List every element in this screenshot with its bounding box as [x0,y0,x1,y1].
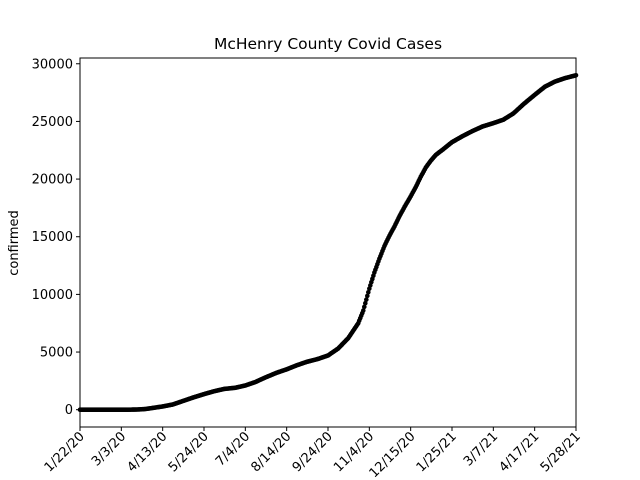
data-points [77,72,579,413]
y-tick-label: 25000 [32,115,73,130]
x-tick-label: 5/24/20 [166,429,212,475]
x-tick-label: 9/24/20 [290,429,336,475]
x-tick-label: 5/28/21 [538,429,584,475]
x-tick-label: 1/25/21 [414,429,460,475]
x-axis: 1/22/20 3/3/204/13/205/24/20 7/4/208/14/20… [42,427,584,480]
y-tick-label: 15000 [32,230,73,245]
y-tick-label: 0 [65,403,73,418]
x-tick-label: 3/3/20 [89,429,129,469]
data-point [366,289,371,295]
data-point [360,308,366,313]
y-tick-label: 10000 [32,288,73,303]
y-tick-label: 30000 [32,57,73,72]
x-tick-label: 8/14/20 [248,429,294,475]
y-tick-label: 5000 [40,346,73,361]
x-tick-label: 1/22/20 [42,429,88,475]
chart-title: McHenry County Covid Cases [214,35,442,53]
plot-frame [79,57,577,428]
data-point [363,300,368,306]
x-tick-label: 7/4/20 [213,429,253,469]
data-point [364,297,369,302]
data-point [361,304,367,310]
y-tick-label: 20000 [32,173,73,188]
x-tick-label: 4/13/20 [124,429,170,475]
x-tick-label: 3/7/21 [461,429,501,469]
y-axis-label: confirmed [7,210,22,276]
y-axis: 0 5000 10000 15000 20000 25000 30000 [32,57,80,418]
data-point [365,293,370,299]
x-tick-label: 4/17/21 [496,429,542,475]
x-tick-label: 12/15/20 [367,429,419,480]
